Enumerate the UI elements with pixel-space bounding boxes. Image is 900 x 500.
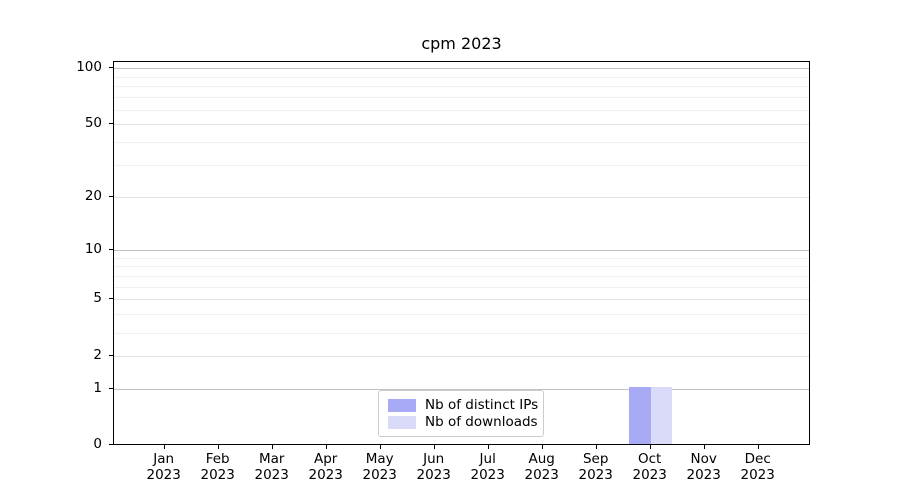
- gridline-minor-90: [114, 76, 809, 78]
- y-tick-label-10: 10: [84, 240, 102, 257]
- y-tick-5: [109, 298, 113, 300]
- x-tick-label-line: 2023: [632, 466, 667, 483]
- x-tick-label-line: Dec: [744, 451, 771, 467]
- legend: Nb of distinct IPs Nb of downloads: [378, 390, 544, 437]
- x-tick-label-line: 2023: [200, 466, 235, 483]
- legend-swatch-downloads: [388, 415, 416, 429]
- y-tick-50: [109, 123, 113, 125]
- gridline-minor-9: [114, 257, 809, 259]
- y-tick-label-20: 20: [84, 187, 102, 204]
- x-tick-label-line: Aug: [528, 451, 555, 467]
- x-tick-label-line: 2023: [416, 466, 451, 483]
- x-tick-sep-2023: [595, 445, 597, 449]
- x-tick-label-line: Jan: [153, 451, 175, 467]
- x-tick-label-line: Mar: [258, 451, 285, 467]
- x-tick-label-line: Jul: [479, 451, 496, 467]
- x-tick-label-jun-2023: Jun 2023: [416, 451, 451, 483]
- bar-nb-of-distinct-ips-oct-2023: [629, 387, 651, 444]
- x-tick-may-2023: [379, 445, 381, 449]
- x-tick-label-line: May: [365, 451, 394, 467]
- x-tick-label-line: Nov: [690, 451, 717, 467]
- x-tick-aug-2023: [541, 445, 543, 449]
- grid-layer: [114, 62, 809, 444]
- x-tick-label-line: Sep: [582, 451, 609, 467]
- x-tick-label-line: 2023: [308, 466, 343, 483]
- x-tick-nov-2023: [703, 445, 705, 449]
- x-tick-label-line: Jun: [423, 451, 445, 467]
- legend-swatch-distinct-ips: [388, 398, 416, 412]
- plot-area: Nb of distinct IPs Nb of downloads: [113, 61, 810, 445]
- y-tick-1: [109, 388, 113, 390]
- x-tick-label-mar-2023: Mar 2023: [254, 451, 289, 483]
- legend-item-downloads: Nb of downloads: [388, 414, 538, 430]
- x-tick-label-aug-2023: Aug 2023: [524, 451, 559, 483]
- gridline-minor-7: [114, 275, 809, 277]
- x-tick-label-may-2023: May 2023: [362, 451, 397, 483]
- x-tick-label-jul-2023: Jul 2023: [470, 451, 505, 483]
- y-tick-10: [109, 248, 113, 250]
- x-tick-label-line: 2023: [524, 466, 559, 483]
- x-tick-label-dec-2023: Dec 2023: [740, 451, 775, 483]
- y-tick-label-1: 1: [93, 380, 102, 397]
- x-tick-label-line: 2023: [740, 466, 775, 483]
- legend-label-distinct-ips: Nb of distinct IPs: [425, 397, 539, 413]
- gridline-decade-10: [114, 249, 809, 251]
- gridline-minor-80: [114, 86, 809, 88]
- x-tick-oct-2023: [649, 445, 651, 449]
- chart-title: cpm 2023: [421, 34, 502, 53]
- x-tick-label-nov-2023: Nov 2023: [686, 451, 721, 483]
- x-tick-label-line: 2023: [254, 466, 289, 483]
- gridline-minor-8: [114, 266, 809, 268]
- x-tick-feb-2023: [217, 445, 219, 449]
- x-tick-jun-2023: [433, 445, 435, 449]
- y-tick-label-100: 100: [76, 59, 102, 76]
- x-tick-label-oct-2023: Oct 2023: [632, 451, 667, 483]
- y-tick-2: [109, 355, 113, 357]
- gridline-major-50: [114, 124, 809, 126]
- gridline-major-2: [114, 356, 809, 358]
- gridline-minor-60: [114, 109, 809, 111]
- x-tick-label-apr-2023: Apr 2023: [308, 451, 343, 483]
- x-tick-label-line: Apr: [314, 451, 338, 467]
- y-tick-label-2: 2: [93, 347, 102, 364]
- y-tick-label-50: 50: [84, 115, 102, 132]
- x-tick-jul-2023: [487, 445, 489, 449]
- y-tick-20: [109, 195, 113, 197]
- y-tick-label-0: 0: [93, 436, 102, 452]
- x-tick-label-line: Feb: [205, 451, 230, 467]
- legend-item-distinct-ips: Nb of distinct IPs: [388, 397, 538, 413]
- gridline-major-20: [114, 196, 809, 198]
- gridline-minor-70: [114, 97, 809, 99]
- x-tick-label-line: 2023: [578, 466, 613, 483]
- gridline-minor-40: [114, 142, 809, 143]
- y-tick-label-5: 5: [93, 290, 102, 307]
- gridline-decade-100: [114, 68, 809, 70]
- x-tick-dec-2023: [757, 445, 759, 449]
- x-tick-label-feb-2023: Feb 2023: [200, 451, 235, 483]
- x-tick-label-jan-2023: Jan 2023: [146, 451, 181, 483]
- x-tick-label-line: 2023: [362, 466, 397, 483]
- gridline-minor-3: [114, 332, 809, 334]
- y-tick-100: [109, 67, 113, 69]
- gridline-minor-6: [114, 286, 809, 288]
- gridline-minor-4: [114, 314, 809, 316]
- x-tick-label-line: 2023: [686, 466, 721, 483]
- bars-layer: [114, 62, 809, 444]
- x-tick-mar-2023: [271, 445, 273, 449]
- gridline-decade-1: [114, 389, 809, 391]
- gridline-minor-30: [114, 164, 809, 166]
- legend-label-downloads: Nb of downloads: [425, 414, 538, 430]
- x-tick-label-line: Oct: [638, 451, 662, 467]
- x-tick-label-line: 2023: [470, 466, 505, 483]
- x-tick-label-sep-2023: Sep 2023: [578, 451, 613, 483]
- bar-nb-of-downloads-oct-2023: [650, 387, 673, 444]
- x-tick-label-line: 2023: [146, 466, 181, 483]
- x-tick-apr-2023: [325, 445, 327, 449]
- x-tick-jan-2023: [163, 445, 165, 449]
- y-tick-0: [109, 444, 113, 445]
- gridline-major-5: [114, 299, 809, 301]
